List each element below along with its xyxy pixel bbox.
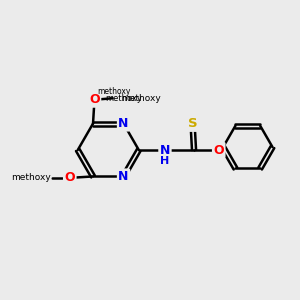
- Text: O: O: [213, 143, 224, 157]
- Text: N: N: [160, 143, 170, 157]
- Text: N: N: [118, 170, 129, 183]
- Text: O: O: [89, 93, 100, 106]
- Text: methoxy: methoxy: [121, 94, 161, 103]
- Text: methoxy: methoxy: [97, 87, 130, 96]
- Text: H: H: [160, 156, 170, 166]
- Text: S: S: [188, 117, 197, 130]
- Text: methoxy: methoxy: [11, 173, 51, 182]
- Text: methoxy: methoxy: [105, 94, 142, 103]
- Text: O: O: [64, 171, 75, 184]
- Text: N: N: [118, 117, 129, 130]
